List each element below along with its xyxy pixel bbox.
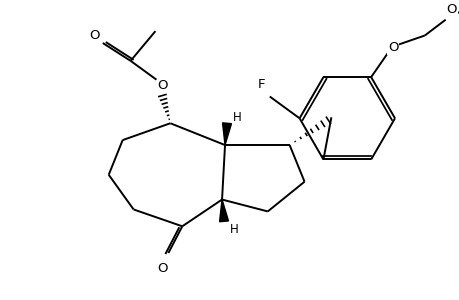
- Text: O: O: [157, 262, 167, 275]
- Text: O: O: [387, 41, 397, 54]
- Text: F: F: [257, 78, 265, 91]
- Text: H: H: [229, 223, 238, 236]
- Polygon shape: [219, 200, 228, 222]
- Text: O: O: [157, 79, 167, 92]
- Text: O: O: [445, 3, 456, 16]
- Text: H: H: [232, 111, 241, 124]
- Text: O: O: [90, 28, 100, 42]
- Polygon shape: [222, 123, 231, 145]
